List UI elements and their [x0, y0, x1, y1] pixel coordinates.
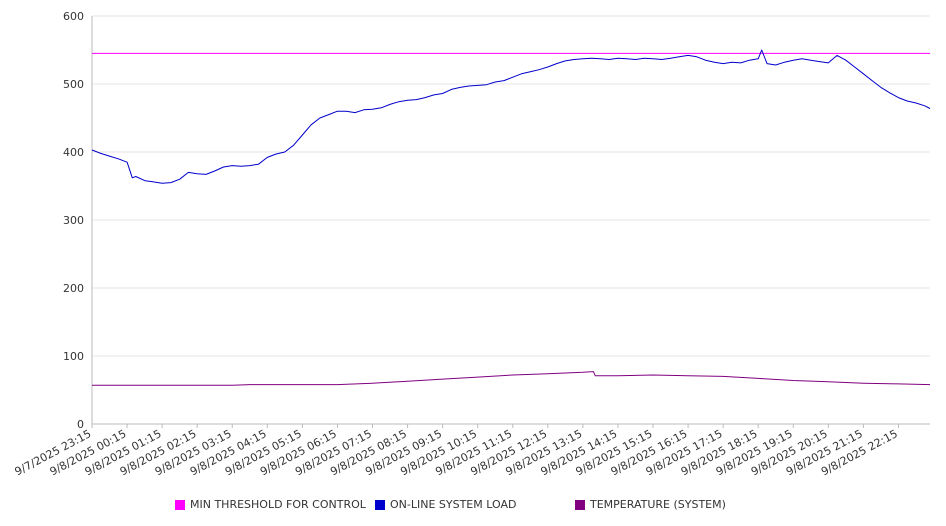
- y-tick-label: 600: [63, 10, 84, 23]
- y-tick-label: 100: [63, 350, 84, 363]
- legend-label-system-load: ON-LINE SYSTEM LOAD: [390, 498, 517, 511]
- grid-lines: [92, 15, 930, 357]
- y-tick-labels: 0 100 200 300 400 500 600: [63, 10, 84, 431]
- legend-item-temperature: TEMPERATURE (SYSTEM): [575, 498, 726, 511]
- legend-item-threshold: MIN THRESHOLD FOR CONTROL: [175, 498, 366, 511]
- series-line-2: [92, 371, 931, 386]
- y-tick-label: 0: [77, 418, 84, 431]
- y-tick-label: 400: [63, 146, 84, 159]
- y-tick-label: 500: [63, 78, 84, 91]
- series-line-1: [91, 49, 931, 184]
- y-tick-label: 200: [63, 282, 84, 295]
- axes: [91, 16, 930, 425]
- legend-swatch-system-load: [375, 499, 385, 510]
- legend-swatch-threshold: [175, 499, 185, 510]
- legend-swatch-temperature: [575, 499, 585, 510]
- x-tick-labels: 9/7/2025 23:159/8/2025 00:159/8/2025 01:…: [13, 424, 900, 478]
- legend: MIN THRESHOLD FOR CONTROL ON-LINE SYSTEM…: [175, 498, 935, 514]
- legend-label-threshold: MIN THRESHOLD FOR CONTROL: [190, 498, 366, 511]
- series-lines: [91, 49, 931, 386]
- legend-item-system-load: ON-LINE SYSTEM LOAD: [375, 498, 516, 511]
- legend-label-temperature: TEMPERATURE (SYSTEM): [590, 498, 726, 511]
- y-tick-label: 300: [63, 214, 84, 227]
